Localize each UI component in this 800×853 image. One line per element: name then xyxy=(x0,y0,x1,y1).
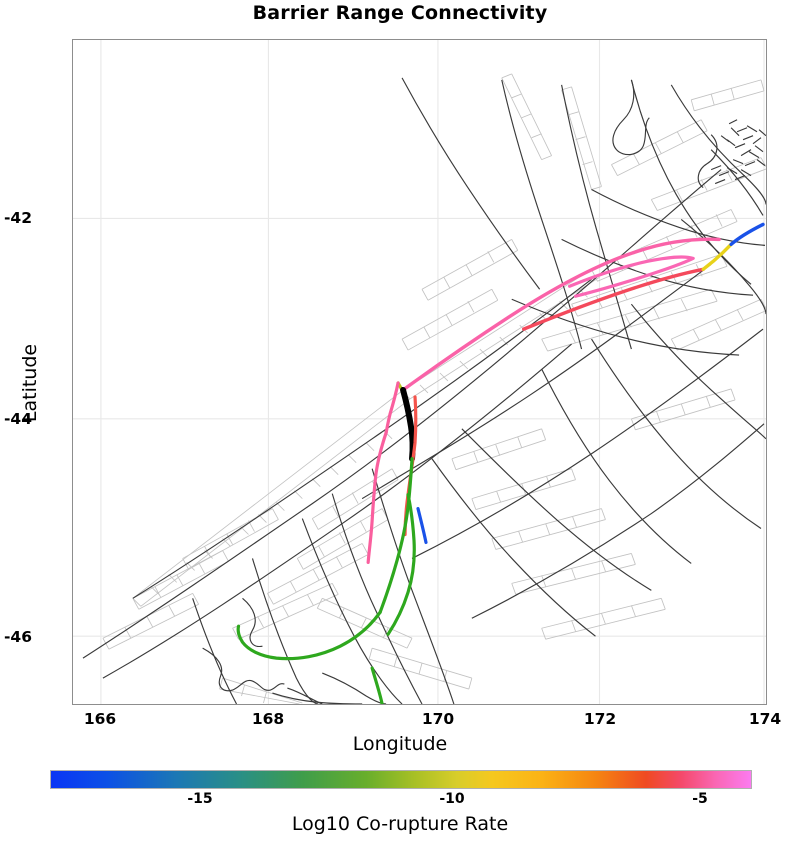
path-marlborough-pink-branch xyxy=(567,255,695,298)
xtick-label: 170 xyxy=(421,710,455,728)
ytick-label: -44 xyxy=(3,410,32,428)
ytick-label: -46 xyxy=(3,628,32,646)
path-alpine-fault-north xyxy=(401,237,721,392)
page-title: Barrier Range Connectivity xyxy=(252,2,548,24)
path-blue-terminus xyxy=(729,222,765,247)
x-axis-label: Longitude xyxy=(352,733,448,755)
path-pink-southwest xyxy=(366,431,388,565)
path-green-south-coast xyxy=(236,610,382,661)
path-green-stub xyxy=(370,666,384,704)
path-green-central xyxy=(378,457,414,614)
xtick-label: 168 xyxy=(251,710,285,728)
xtick-label: 166 xyxy=(83,710,117,728)
map-canvas xyxy=(73,40,766,704)
gridlines xyxy=(73,40,766,704)
xtick-label: 172 xyxy=(583,710,617,728)
colorbar-gradient xyxy=(51,771,751,788)
path-hope-fault-red xyxy=(522,267,705,331)
xtick-label: 174 xyxy=(748,710,782,728)
colorbar-tick-label: -10 xyxy=(439,791,465,807)
ytick-label: -42 xyxy=(3,209,32,227)
path-blue-southern xyxy=(416,506,428,545)
connectivity-paths xyxy=(236,222,765,704)
path-pink-western xyxy=(384,381,400,435)
colorbar xyxy=(50,770,752,789)
colorbar-tick-label: -5 xyxy=(692,791,708,807)
colorbar-tick-label: -15 xyxy=(187,791,213,807)
colorbar-label: Log10 Co-rupture Rate xyxy=(291,813,509,835)
map-plot-area xyxy=(72,39,767,705)
path-green-east xyxy=(386,493,416,636)
fault-surface-polygons xyxy=(102,73,766,704)
path-yellow-link xyxy=(701,242,733,272)
y-axis-label: Latitude xyxy=(19,343,41,423)
path-source-barrier-range xyxy=(400,386,416,462)
